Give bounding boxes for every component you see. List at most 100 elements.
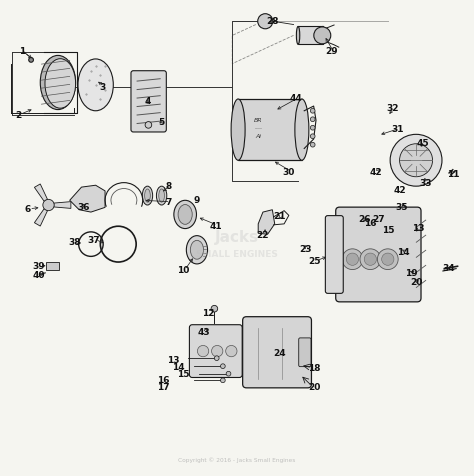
Text: 14: 14 bbox=[397, 248, 410, 257]
Bar bbox=[298, 27, 323, 44]
Text: 1: 1 bbox=[19, 48, 26, 56]
Circle shape bbox=[390, 134, 442, 186]
Circle shape bbox=[310, 125, 315, 130]
Text: 26: 26 bbox=[358, 215, 371, 224]
Ellipse shape bbox=[156, 186, 167, 205]
Circle shape bbox=[314, 27, 331, 44]
Text: 3: 3 bbox=[100, 83, 106, 92]
Text: 32: 32 bbox=[386, 104, 399, 113]
Ellipse shape bbox=[145, 189, 150, 202]
Text: 23: 23 bbox=[299, 245, 311, 254]
Text: 22: 22 bbox=[256, 231, 269, 240]
Circle shape bbox=[377, 249, 398, 269]
Text: 12: 12 bbox=[202, 309, 215, 318]
Text: SMALL ENGINES: SMALL ENGINES bbox=[196, 250, 278, 259]
Text: Ai: Ai bbox=[255, 134, 261, 139]
Text: ....: .... bbox=[254, 125, 262, 130]
Text: 18: 18 bbox=[309, 365, 321, 374]
Ellipse shape bbox=[174, 200, 197, 228]
Text: 7: 7 bbox=[165, 198, 172, 207]
FancyBboxPatch shape bbox=[190, 325, 242, 377]
Text: 45: 45 bbox=[417, 139, 429, 148]
Circle shape bbox=[226, 371, 231, 376]
Circle shape bbox=[226, 346, 237, 357]
Circle shape bbox=[214, 356, 219, 360]
Text: 33: 33 bbox=[419, 179, 432, 188]
Text: 16: 16 bbox=[364, 219, 377, 228]
Circle shape bbox=[360, 249, 381, 269]
Text: 31: 31 bbox=[391, 125, 403, 134]
Ellipse shape bbox=[231, 99, 245, 160]
Text: 34: 34 bbox=[443, 264, 456, 273]
Text: 10: 10 bbox=[177, 267, 189, 276]
Circle shape bbox=[220, 364, 225, 368]
Ellipse shape bbox=[159, 189, 164, 202]
Text: 4: 4 bbox=[144, 97, 151, 106]
Text: 8: 8 bbox=[165, 182, 172, 191]
Text: 5: 5 bbox=[158, 118, 165, 127]
FancyBboxPatch shape bbox=[336, 207, 421, 302]
Ellipse shape bbox=[78, 59, 113, 111]
Text: 28: 28 bbox=[266, 17, 279, 26]
Circle shape bbox=[211, 346, 223, 357]
Text: 6: 6 bbox=[24, 205, 30, 214]
Circle shape bbox=[310, 142, 315, 147]
Circle shape bbox=[197, 346, 209, 357]
Text: 21: 21 bbox=[273, 212, 286, 221]
Text: 20: 20 bbox=[309, 383, 321, 392]
FancyBboxPatch shape bbox=[325, 216, 343, 293]
Ellipse shape bbox=[186, 236, 208, 264]
Polygon shape bbox=[35, 208, 47, 226]
Text: Jacks: Jacks bbox=[215, 230, 259, 246]
Text: 41: 41 bbox=[210, 222, 222, 231]
Polygon shape bbox=[35, 184, 47, 201]
Circle shape bbox=[310, 134, 315, 139]
Ellipse shape bbox=[40, 55, 76, 109]
Circle shape bbox=[364, 253, 376, 265]
Text: 36: 36 bbox=[78, 203, 90, 212]
Circle shape bbox=[382, 253, 394, 265]
Text: 15: 15 bbox=[382, 227, 394, 236]
Circle shape bbox=[29, 58, 34, 62]
Text: 44: 44 bbox=[290, 95, 302, 103]
Circle shape bbox=[258, 14, 273, 29]
Text: 13: 13 bbox=[167, 356, 180, 365]
FancyBboxPatch shape bbox=[131, 71, 166, 132]
Circle shape bbox=[310, 117, 315, 121]
Polygon shape bbox=[70, 185, 105, 212]
Ellipse shape bbox=[178, 205, 192, 224]
Circle shape bbox=[220, 378, 225, 383]
Text: 42: 42 bbox=[370, 168, 383, 177]
Text: BR: BR bbox=[254, 118, 263, 123]
Text: 20: 20 bbox=[410, 278, 422, 288]
Text: Copyright © 2016 - Jacks Small Engines: Copyright © 2016 - Jacks Small Engines bbox=[178, 457, 296, 463]
Ellipse shape bbox=[191, 240, 203, 259]
Bar bbox=[46, 262, 59, 269]
Text: 37: 37 bbox=[87, 236, 100, 245]
Text: 24: 24 bbox=[273, 349, 286, 358]
Polygon shape bbox=[258, 210, 275, 234]
Circle shape bbox=[145, 121, 152, 128]
Text: 14: 14 bbox=[172, 363, 184, 372]
FancyBboxPatch shape bbox=[299, 338, 311, 367]
Text: 42: 42 bbox=[393, 187, 406, 195]
Text: 25: 25 bbox=[309, 257, 321, 266]
Text: 2: 2 bbox=[15, 111, 21, 120]
Text: 30: 30 bbox=[283, 168, 295, 177]
Text: 19: 19 bbox=[405, 269, 418, 278]
Circle shape bbox=[310, 109, 315, 113]
Text: 43: 43 bbox=[198, 328, 210, 337]
FancyBboxPatch shape bbox=[243, 317, 311, 388]
Circle shape bbox=[43, 199, 54, 211]
Ellipse shape bbox=[296, 27, 300, 44]
Ellipse shape bbox=[142, 186, 153, 205]
Circle shape bbox=[342, 249, 363, 269]
Ellipse shape bbox=[295, 99, 309, 160]
Text: 17: 17 bbox=[157, 383, 169, 392]
Circle shape bbox=[346, 253, 358, 265]
Ellipse shape bbox=[321, 27, 325, 44]
Text: 38: 38 bbox=[68, 238, 81, 247]
Text: 13: 13 bbox=[412, 224, 425, 233]
Circle shape bbox=[400, 144, 433, 177]
Ellipse shape bbox=[45, 59, 76, 108]
